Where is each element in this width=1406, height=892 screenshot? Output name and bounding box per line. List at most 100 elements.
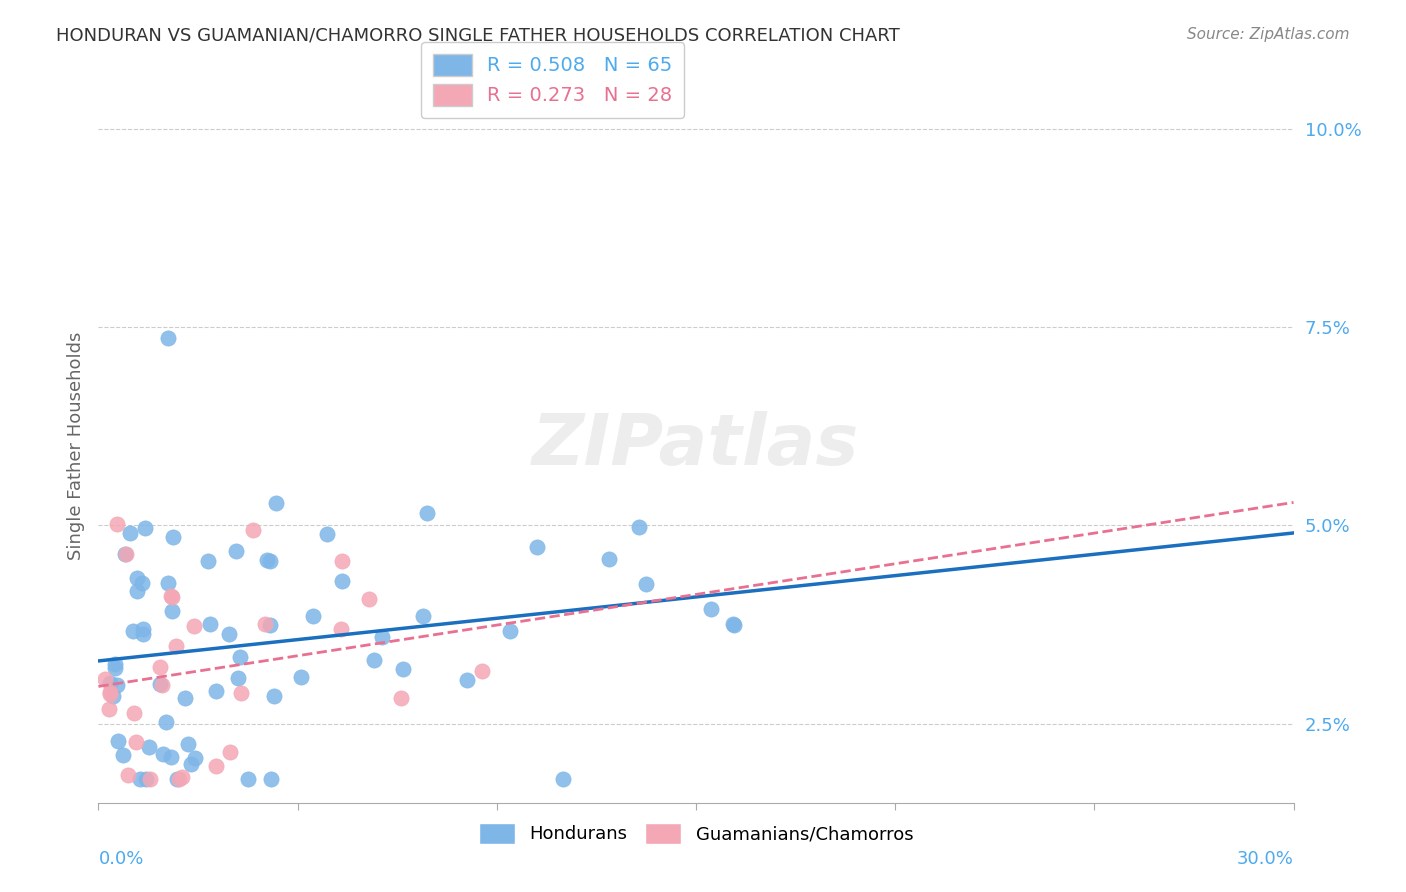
Point bbox=[98, 676, 121, 690]
Point bbox=[152, 747, 174, 761]
Point bbox=[131, 627, 153, 641]
Point bbox=[242, 523, 264, 537]
Point bbox=[115, 547, 138, 561]
Point bbox=[101, 689, 124, 703]
Point bbox=[229, 649, 252, 664]
Point bbox=[105, 678, 128, 692]
Point bbox=[553, 772, 575, 786]
Point bbox=[226, 671, 249, 685]
Point bbox=[122, 624, 145, 639]
Point bbox=[259, 618, 281, 632]
Point bbox=[256, 553, 278, 567]
Point bbox=[104, 661, 127, 675]
Point bbox=[259, 554, 281, 568]
Point bbox=[330, 622, 353, 636]
Point bbox=[219, 745, 242, 759]
Point bbox=[129, 772, 152, 786]
Text: 30.0%: 30.0% bbox=[1237, 850, 1294, 869]
Point bbox=[165, 640, 187, 654]
Point bbox=[162, 530, 184, 544]
Point bbox=[114, 548, 136, 562]
Text: Source: ZipAtlas.com: Source: ZipAtlas.com bbox=[1187, 27, 1350, 42]
Point bbox=[197, 554, 219, 568]
Point bbox=[122, 706, 145, 720]
Point bbox=[117, 767, 139, 781]
Point bbox=[471, 664, 494, 678]
Point bbox=[415, 506, 437, 520]
Point bbox=[264, 496, 287, 510]
Point bbox=[149, 677, 172, 691]
Point bbox=[200, 616, 222, 631]
Point bbox=[160, 589, 183, 603]
Point bbox=[177, 737, 200, 751]
Point bbox=[330, 554, 353, 568]
Point bbox=[98, 687, 121, 701]
Point bbox=[131, 575, 153, 590]
Y-axis label: Single Father Households: Single Father Households bbox=[66, 332, 84, 560]
Point bbox=[204, 683, 226, 698]
Text: 0.0%: 0.0% bbox=[98, 850, 143, 869]
Point bbox=[157, 331, 180, 345]
Point bbox=[260, 772, 283, 786]
Point bbox=[155, 714, 177, 729]
Point bbox=[721, 616, 744, 631]
Point bbox=[357, 591, 380, 606]
Point bbox=[160, 604, 183, 618]
Point bbox=[526, 541, 548, 555]
Point bbox=[238, 772, 260, 786]
Point bbox=[179, 756, 201, 771]
Point bbox=[98, 685, 121, 699]
Point bbox=[169, 772, 191, 786]
Point bbox=[412, 609, 434, 624]
Point bbox=[290, 670, 312, 684]
Point bbox=[132, 623, 155, 637]
Point bbox=[371, 630, 394, 644]
Point bbox=[111, 747, 134, 762]
Point bbox=[332, 574, 354, 588]
Point bbox=[157, 576, 180, 591]
Point bbox=[253, 617, 276, 632]
Point bbox=[628, 520, 651, 534]
Point bbox=[598, 551, 620, 566]
Point bbox=[225, 544, 247, 558]
Point bbox=[391, 662, 413, 676]
Point bbox=[125, 584, 148, 599]
Point bbox=[183, 750, 205, 764]
Point bbox=[634, 577, 657, 591]
Point bbox=[499, 624, 522, 638]
Point bbox=[125, 735, 148, 749]
Text: HONDURAN VS GUAMANIAN/CHAMORRO SINGLE FATHER HOUSEHOLDS CORRELATION CHART: HONDURAN VS GUAMANIAN/CHAMORRO SINGLE FA… bbox=[56, 27, 900, 45]
Point bbox=[204, 758, 226, 772]
Point bbox=[229, 686, 252, 700]
Point bbox=[456, 673, 478, 687]
Point bbox=[150, 678, 173, 692]
Legend: Hondurans, Guamanians/Chamorros: Hondurans, Guamanians/Chamorros bbox=[471, 815, 921, 851]
Point bbox=[302, 608, 325, 623]
Point bbox=[389, 690, 412, 705]
Point bbox=[135, 772, 157, 786]
Point bbox=[94, 672, 117, 686]
Point bbox=[218, 627, 240, 641]
Point bbox=[160, 590, 183, 604]
Point bbox=[166, 772, 188, 786]
Point bbox=[104, 657, 127, 671]
Point bbox=[316, 526, 339, 541]
Point bbox=[138, 739, 160, 754]
Point bbox=[723, 617, 745, 632]
Point bbox=[183, 619, 205, 633]
Point bbox=[263, 689, 285, 703]
Point bbox=[363, 653, 385, 667]
Point bbox=[139, 772, 162, 786]
Point bbox=[699, 602, 721, 616]
Point bbox=[118, 526, 141, 541]
Point bbox=[170, 771, 193, 785]
Point bbox=[149, 660, 172, 674]
Point bbox=[107, 733, 129, 747]
Point bbox=[160, 750, 183, 764]
Point bbox=[98, 702, 121, 716]
Point bbox=[174, 690, 197, 705]
Point bbox=[134, 521, 156, 535]
Point bbox=[105, 517, 128, 532]
Point bbox=[125, 571, 148, 585]
Text: ZIPatlas: ZIPatlas bbox=[533, 411, 859, 481]
